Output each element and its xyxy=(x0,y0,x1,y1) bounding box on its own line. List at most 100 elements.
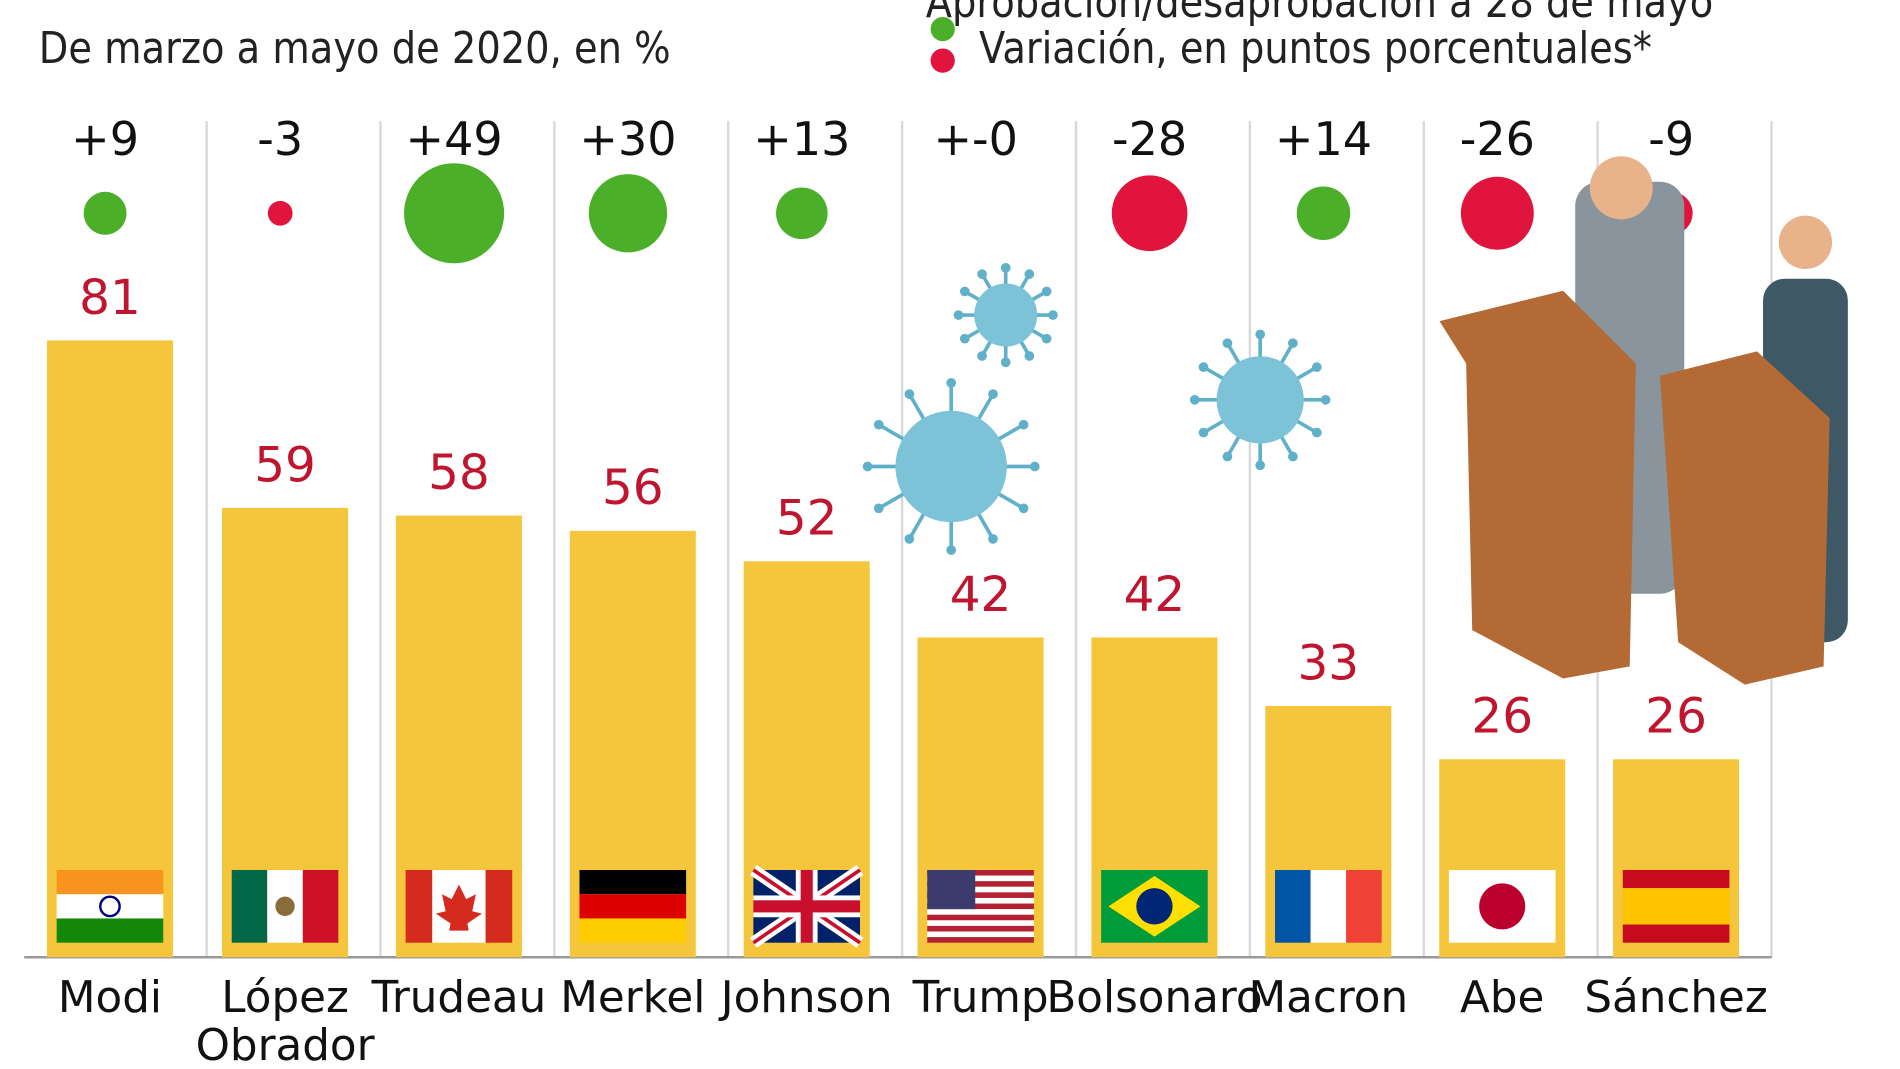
flag-globe xyxy=(1136,888,1173,925)
maple-leaf-icon xyxy=(435,884,482,931)
podium xyxy=(1660,351,1830,685)
flag-part xyxy=(579,894,687,919)
bar-group: 26 -9 Sánchez xyxy=(1584,112,1767,1023)
virus-body xyxy=(1216,356,1304,444)
value-label: 42 xyxy=(950,567,1012,623)
virus-spike-tip xyxy=(1018,503,1029,514)
change-bubble xyxy=(588,174,668,253)
value-label: 59 xyxy=(254,437,316,493)
legend-approval-label: Aprobación/desaprobación a 28 de mayo xyxy=(925,0,1714,28)
flag-part xyxy=(927,875,1034,882)
virus-spike-tip xyxy=(1198,362,1209,372)
flag-part xyxy=(405,870,433,943)
flag-part xyxy=(56,894,164,919)
flag-germany-icon xyxy=(579,870,687,943)
flag-part xyxy=(579,918,687,943)
virus-spike-tip xyxy=(946,378,957,388)
category-label: Sánchez xyxy=(1584,973,1767,1023)
value-label: 58 xyxy=(428,445,490,501)
flag-part xyxy=(56,918,164,943)
change-bubble xyxy=(1296,186,1351,241)
virus-spike-tip xyxy=(1288,338,1298,349)
value-label: 42 xyxy=(1124,567,1186,623)
value-label: 56 xyxy=(602,460,664,516)
bar-group: 42 +-0 Trump xyxy=(912,112,1049,1023)
virus-spike-tip xyxy=(1198,427,1209,438)
flag-mexico-icon xyxy=(231,870,339,943)
chart-subtitle: De marzo a mayo de 2020, en % xyxy=(38,24,671,74)
virus-spike-tip xyxy=(904,389,915,399)
virus-spike-tip xyxy=(977,269,987,279)
virus-spike-tip xyxy=(988,389,998,399)
flag-part xyxy=(927,897,1034,904)
flag-emblem xyxy=(275,896,295,917)
change-bubble xyxy=(1460,176,1534,250)
bar-group: 56 +30 Merkel xyxy=(560,112,705,1023)
legend-variation: Variación, en puntos porcentuales* xyxy=(979,24,1652,74)
category-label: Macron xyxy=(1249,973,1409,1023)
virus-spike-tip xyxy=(1320,395,1331,405)
change-label: -28 xyxy=(1112,112,1187,166)
flag-part xyxy=(302,870,339,943)
virus-spike-tip xyxy=(1311,427,1322,438)
flag-brazil-icon xyxy=(1101,870,1208,943)
virus-spike-tip xyxy=(1222,451,1233,462)
flag-part xyxy=(56,870,164,895)
flag-part xyxy=(1622,888,1730,925)
bar-group: 42 -28 Bolsonaro xyxy=(1046,112,1262,1023)
category-label: Johnson xyxy=(718,973,893,1023)
legend-variation-label: Variación, en puntos porcentuales* xyxy=(979,24,1652,74)
flag-part xyxy=(927,920,1034,926)
change-bubble xyxy=(776,187,828,240)
politicians-illustration xyxy=(1439,156,1848,685)
virus-spike-tip xyxy=(1041,333,1052,344)
bar-group: 26 -26 Abe xyxy=(1439,112,1566,1023)
virus-spike-tip xyxy=(1222,338,1233,349)
flag-part xyxy=(1346,870,1382,943)
flag-part xyxy=(927,870,1034,876)
virus-spike-tip xyxy=(1189,395,1200,405)
flag-part xyxy=(579,870,687,895)
flag-uk-icon xyxy=(749,864,864,948)
category-label: López xyxy=(221,973,349,1023)
flag-chakra xyxy=(99,895,121,918)
virus-spike-tip xyxy=(1000,357,1011,368)
change-bubble xyxy=(1111,175,1188,252)
flag-part xyxy=(927,909,1034,915)
legend-approval: Aprobación/desaprobación a 28 de mayo xyxy=(926,0,1714,28)
flag-part xyxy=(927,925,1034,932)
podium xyxy=(1439,290,1636,679)
change-label: +9 xyxy=(71,112,139,166)
bar-group: 81 +9 Modi xyxy=(46,112,173,1023)
legend-green-dot xyxy=(930,16,955,42)
virus-spike-tip xyxy=(1018,419,1029,430)
virus-spike-tip xyxy=(1000,262,1011,273)
virus-spike-tip xyxy=(959,333,970,344)
flag-usa-icon xyxy=(927,870,1034,943)
virus-icon xyxy=(862,378,1040,555)
legend-red-dot xyxy=(930,48,955,73)
change-bubble xyxy=(267,200,293,226)
bar-group: 33 +14 Macron xyxy=(1249,112,1409,1023)
speaker-head xyxy=(1778,215,1833,269)
virus-spike-tip xyxy=(1024,351,1035,361)
flag-spain-icon xyxy=(1622,870,1730,943)
flag-part xyxy=(927,931,1034,938)
category-label: Trump xyxy=(912,973,1049,1023)
category-label: Trudeau xyxy=(371,973,547,1023)
flag-part xyxy=(485,870,513,943)
virus-icon xyxy=(953,262,1058,368)
flag-part xyxy=(927,881,1034,887)
flag-part xyxy=(927,886,1034,893)
virus-spike-tip xyxy=(1029,461,1040,472)
virus-spike-tip xyxy=(1255,329,1266,340)
flag-france-icon xyxy=(1275,870,1382,943)
flag-canada-icon xyxy=(405,870,513,943)
virus-spike-tip xyxy=(946,545,957,555)
flag-part xyxy=(1310,870,1347,943)
virus-icon xyxy=(1189,329,1331,471)
value-label: 52 xyxy=(776,491,838,547)
